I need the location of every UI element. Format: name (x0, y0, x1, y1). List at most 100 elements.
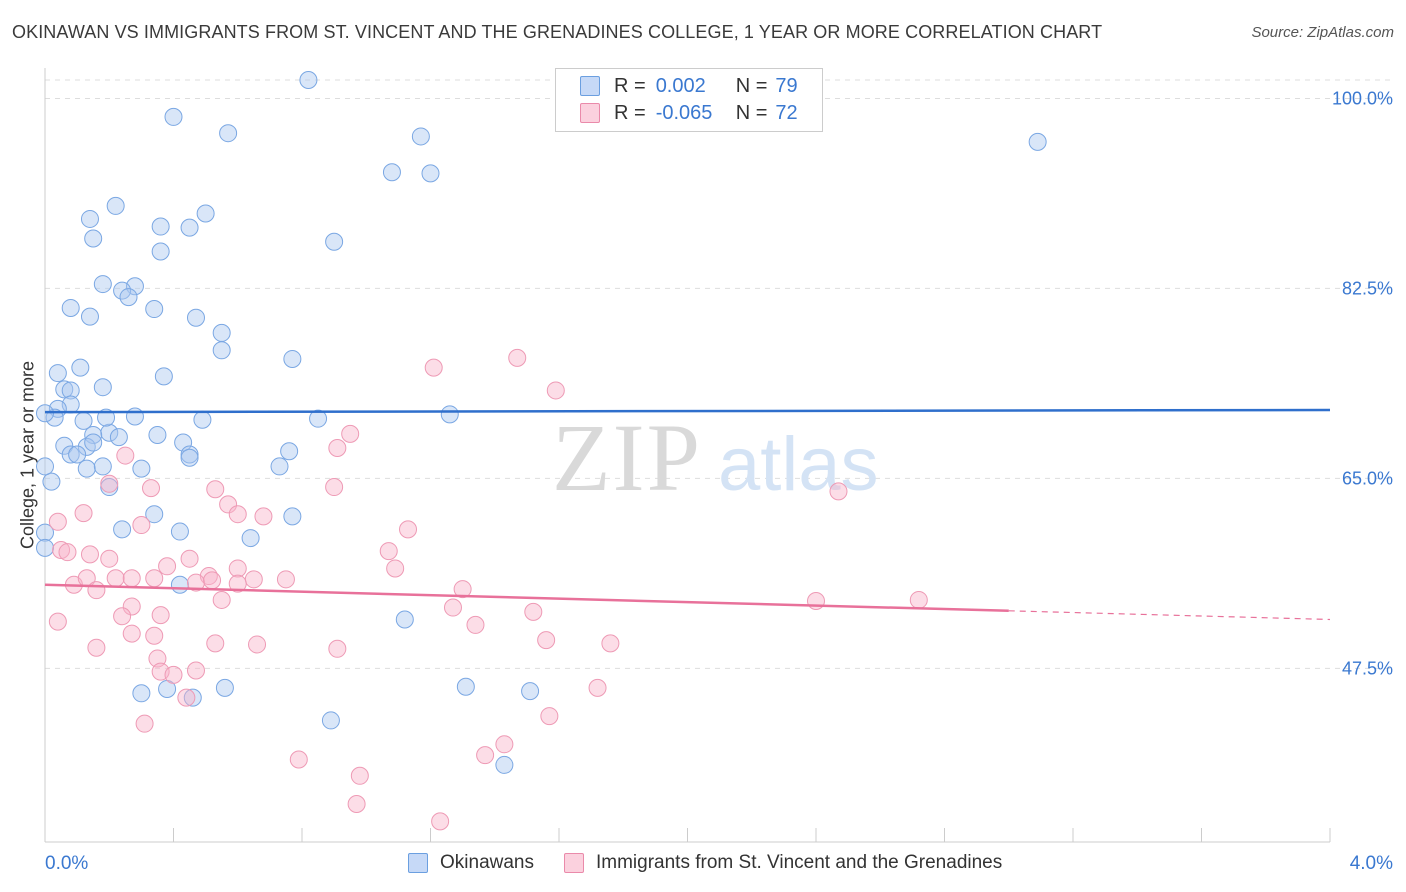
data-point-immigrants (341, 424, 360, 443)
data-point-okinawans (154, 367, 173, 386)
data-point-immigrants (206, 634, 225, 653)
legend-swatch-pink (564, 853, 584, 873)
tick-labels: 47.5% 65.0% 82.5% 100.0% 0.0% 4.0% (45, 88, 1393, 874)
data-point-okinawans (186, 308, 205, 327)
data-point-okinawans (321, 711, 340, 730)
data-point-okinawans (283, 349, 302, 368)
data-point-immigrants (228, 505, 247, 524)
data-point-immigrants (132, 516, 151, 535)
y-tick-label: 100.0% (1332, 88, 1393, 108)
legend-row-immigrants: R = -0.065 N = 72 (556, 100, 798, 126)
data-point-okinawans (80, 209, 99, 228)
data-point-okinawans (93, 378, 112, 397)
data-point-immigrants (142, 479, 161, 498)
data-point-immigrants (106, 569, 125, 588)
data-point-okinawans (196, 204, 215, 223)
legend-label-immigrants: Immigrants from St. Vincent and the Gren… (596, 852, 1003, 873)
data-point-okinawans (180, 218, 199, 237)
data-point-immigrants (58, 543, 77, 562)
legend-n-label: N = (735, 74, 768, 97)
data-point-okinawans (270, 457, 289, 476)
legend-item-okinawans[interactable]: Okinawans (408, 852, 534, 874)
series-legend: Okinawans Immigrants from St. Vincent an… (408, 852, 1032, 874)
data-point-okinawans (84, 229, 103, 248)
data-point-immigrants (219, 495, 238, 514)
data-point-immigrants (829, 482, 848, 501)
data-point-okinawans (495, 755, 514, 774)
data-point-okinawans (148, 425, 167, 444)
data-point-okinawans (395, 610, 414, 629)
data-point-okinawans (80, 307, 99, 326)
data-point-okinawans (164, 107, 183, 126)
data-point-okinawans (100, 423, 119, 442)
data-point-immigrants (100, 549, 119, 568)
data-point-immigrants (601, 634, 620, 653)
data-point-immigrants (212, 590, 231, 609)
data-point-okinawans (132, 459, 151, 478)
data-point-immigrants (151, 606, 170, 625)
data-point-immigrants (431, 812, 450, 831)
data-point-immigrants (546, 381, 565, 400)
data-point-immigrants (74, 504, 93, 523)
legend-row-okinawans: R = 0.002 N = 79 (556, 73, 798, 99)
data-point-immigrants (540, 707, 559, 726)
legend-r-value: -0.065 (655, 101, 713, 124)
data-point-immigrants (244, 570, 263, 589)
data-point-okinawans (132, 684, 151, 703)
data-point-okinawans (77, 459, 96, 478)
legend-r-label: R = (614, 74, 646, 97)
data-point-okinawans (106, 196, 125, 215)
data-point-immigrants (122, 624, 141, 643)
legend-swatch-pink (580, 103, 600, 123)
data-point-immigrants (524, 602, 543, 621)
data-point-okinawans (84, 433, 103, 452)
legend-n-label: N = (735, 101, 768, 124)
data-point-immigrants (87, 581, 106, 600)
data-point-okinawans (456, 677, 475, 696)
data-point-immigrants (203, 571, 222, 590)
data-point-okinawans (212, 341, 231, 360)
trend-line-okinawans (44, 408, 1331, 414)
data-point-immigrants (508, 348, 527, 367)
data-point-immigrants (466, 615, 485, 634)
data-point-okinawans (382, 163, 401, 182)
data-point-immigrants (328, 438, 347, 457)
data-point-okinawans (68, 445, 87, 464)
legend-item-immigrants[interactable]: Immigrants from St. Vincent and the Gren… (564, 852, 1002, 874)
y-tick-label: 47.5% (1342, 658, 1393, 678)
data-point-okinawans (299, 71, 318, 89)
data-point-okinawans (145, 300, 164, 319)
data-point-immigrants (424, 358, 443, 377)
data-point-okinawans (42, 472, 61, 491)
chart-title: OKINAWAN VS IMMIGRANTS FROM ST. VINCENT … (12, 22, 1103, 42)
data-point-immigrants (180, 549, 199, 568)
data-point-immigrants (48, 512, 67, 531)
data-point-okinawans (170, 575, 189, 594)
data-point-okinawans (55, 380, 74, 399)
data-point-okinawans (84, 425, 103, 444)
data-point-okinawans (36, 523, 54, 542)
data-point-immigrants (537, 631, 556, 650)
data-point-immigrants (289, 750, 308, 769)
data-point-immigrants (386, 559, 405, 578)
trend-lines (44, 408, 1331, 621)
data-point-immigrants (80, 545, 99, 564)
data-point-immigrants (399, 520, 418, 539)
data-point-immigrants (177, 688, 196, 707)
data-point-immigrants (350, 766, 369, 785)
data-point-immigrants (254, 507, 273, 526)
data-point-okinawans (283, 507, 302, 526)
data-point-immigrants (186, 573, 205, 592)
data-point-okinawans (151, 217, 170, 236)
data-point-immigrants (87, 638, 106, 657)
watermark-atlas: atlas (718, 422, 879, 507)
data-point-immigrants (476, 746, 495, 765)
data-point-okinawans (193, 410, 212, 429)
legend-swatch-blue (408, 853, 428, 873)
data-point-immigrants (347, 795, 366, 814)
data-point-immigrants (328, 639, 347, 658)
data-point-okinawans (411, 127, 430, 146)
data-point-immigrants (206, 480, 225, 499)
x-tick-label-min: 0.0% (45, 853, 88, 874)
